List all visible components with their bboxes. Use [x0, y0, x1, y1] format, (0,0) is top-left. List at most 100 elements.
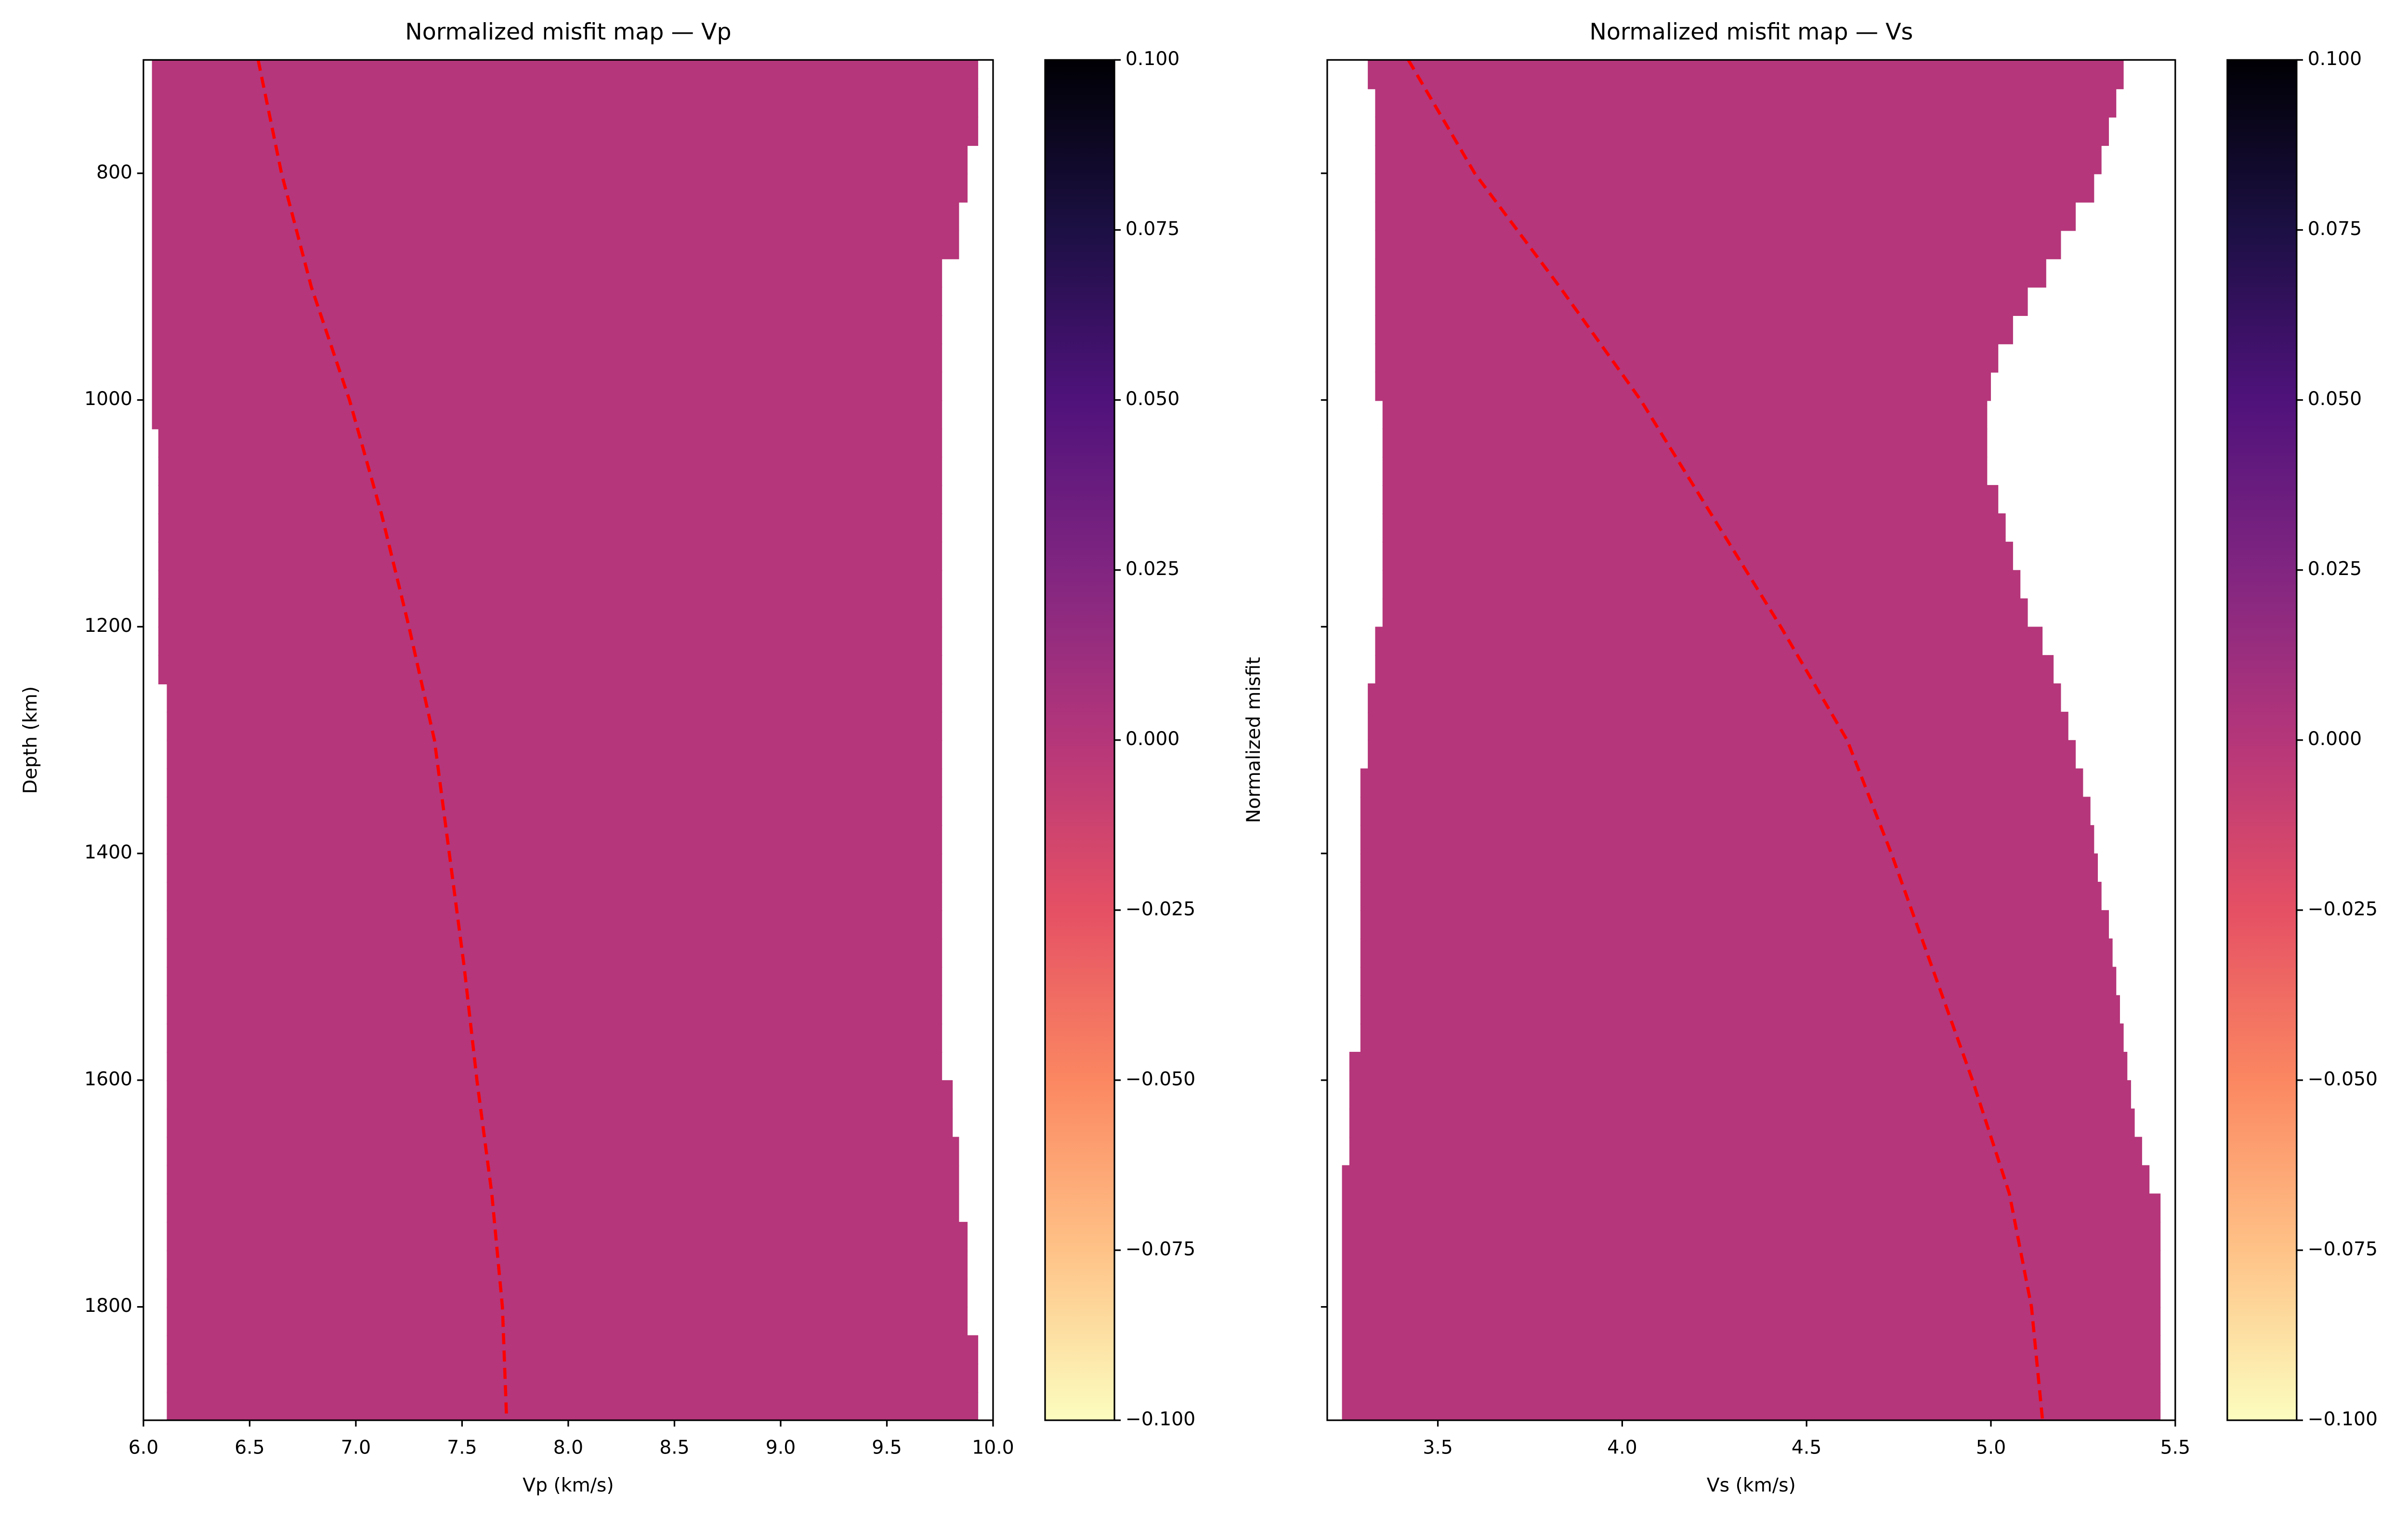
heatmap-cell	[167, 1193, 959, 1223]
colorbar-tick-label: 0.100	[2308, 48, 2362, 70]
heatmap-cell	[1375, 230, 2061, 260]
chart-title: Normalized misfit map — Vp	[405, 19, 731, 45]
heatmap-cell	[152, 117, 979, 146]
heatmap-cell	[167, 768, 942, 798]
x-axis-label: Vp (km/s)	[523, 1475, 614, 1496]
x-tick-label: 10.0	[972, 1437, 1014, 1458]
colorbar-tick-label: −0.050	[1125, 1068, 1195, 1090]
heatmap-cell	[1375, 201, 2076, 231]
heatmap-cell	[1368, 711, 2068, 741]
heatmap-cell	[1382, 485, 1999, 514]
heatmap-cell	[1349, 1108, 2135, 1138]
heatmap-cell	[158, 598, 942, 628]
heatmap-cell	[1342, 1392, 2161, 1421]
heatmap-cell	[1342, 1335, 2161, 1365]
heatmap-cell	[1368, 60, 2124, 90]
heatmap-cell	[1349, 1052, 2128, 1081]
heatmap-cell	[152, 287, 942, 316]
heatmap-cell	[152, 400, 942, 430]
heatmap-cell	[167, 683, 942, 713]
heatmap-cell	[1382, 570, 2021, 600]
x-tick-label: 9.5	[872, 1437, 902, 1458]
y-tick-label: 1600	[84, 1068, 132, 1090]
y-tick-label: 800	[96, 161, 132, 183]
colorbar-tick-label: −0.050	[2308, 1068, 2378, 1090]
heatmap-cell	[1360, 797, 2091, 826]
colorbar-tick-label: 0.100	[1125, 48, 1179, 70]
heatmap-cell	[152, 371, 942, 401]
heatmap-cell	[152, 258, 942, 288]
colorbar-tick-label: 0.050	[2308, 388, 2362, 410]
heatmap-cell	[167, 1363, 979, 1393]
heatmap-cell	[1375, 88, 2117, 118]
heatmap-cell	[167, 711, 942, 741]
heatmap	[1342, 60, 2161, 1421]
colorbar-label: Normalized misfit	[1243, 657, 1265, 823]
x-tick-label: 7.0	[341, 1437, 371, 1458]
x-tick-label: 7.5	[447, 1437, 477, 1458]
x-tick-label: 8.0	[553, 1437, 583, 1458]
heatmap-cell	[1375, 258, 2046, 288]
heatmap-cell	[1342, 1250, 2161, 1280]
colorbar-tick-label: 0.075	[2308, 218, 2362, 240]
y-tick-label: 1400	[84, 842, 132, 864]
y-axis-label: Depth (km)	[20, 686, 41, 794]
heatmap	[152, 60, 979, 1421]
x-tick-label: 5.0	[1976, 1437, 2006, 1458]
axes-frame	[1326, 59, 2176, 1421]
heatmap-cell	[1342, 1193, 2161, 1223]
heatmap-cell	[158, 627, 942, 656]
heatmap-cell	[167, 853, 942, 883]
x-tick-label: 6.5	[235, 1437, 264, 1458]
colorbar-tick-label: −0.075	[1125, 1238, 1195, 1260]
x-tick-label: 5.5	[2160, 1437, 2190, 1458]
colorbar	[2226, 59, 2298, 1421]
heatmap-cell	[1360, 853, 2098, 883]
x-tick-label: 9.0	[766, 1437, 796, 1458]
heatmap-cell	[152, 230, 959, 260]
heatmap-cell	[167, 1392, 979, 1421]
x-axis-label: Vs (km/s)	[1707, 1475, 1796, 1496]
colorbar-tick-label: −0.075	[2308, 1238, 2378, 1260]
reference-line	[256, 60, 509, 1421]
colorbar-tick-label: −0.100	[2308, 1409, 2378, 1430]
heatmap-cell	[1342, 1165, 2150, 1195]
heatmap-cell	[167, 1335, 979, 1365]
x-tick-label: 8.5	[659, 1437, 689, 1458]
heatmap-cell	[1349, 1137, 2142, 1166]
heatmap-cell	[1360, 995, 2120, 1025]
heatmap-cell	[152, 201, 959, 231]
heatmap-cell	[158, 541, 942, 571]
heatmap-cell	[1360, 967, 2117, 996]
heatmap-cell	[1382, 541, 2013, 571]
heatmap-cell	[167, 825, 942, 855]
heatmap-cell	[1368, 683, 2061, 713]
reference-line	[1407, 60, 2044, 1421]
heatmap-cell	[1360, 938, 2113, 968]
heatmap-cell	[152, 173, 968, 203]
heatmap-cell	[167, 1250, 968, 1280]
heatmap-cell	[1382, 598, 2028, 628]
y-tick-label: 1800	[84, 1295, 132, 1317]
heatmap-cell	[1360, 910, 2109, 940]
chart-title: Normalized misfit map — Vs	[1589, 19, 1913, 45]
heatmap-cell	[152, 60, 979, 90]
colorbar-tick-label: 0.000	[2308, 728, 2362, 750]
heatmap-cell	[167, 938, 942, 968]
x-tick-label: 6.0	[129, 1437, 158, 1458]
heatmap-cell	[152, 343, 942, 373]
heatmap-cell	[1375, 627, 2043, 656]
colorbar-tick-label: −0.025	[1125, 898, 1195, 920]
y-tick-label: 1200	[84, 615, 132, 637]
heatmap-cell	[1382, 400, 1988, 430]
colorbar-tick-label: −0.025	[2308, 898, 2378, 920]
heatmap-cell	[167, 1023, 942, 1053]
heatmap-cell	[152, 315, 942, 344]
heatmap-cell	[158, 428, 942, 458]
heatmap-cell	[167, 881, 942, 911]
heatmap-cell	[167, 1278, 968, 1308]
heatmap-cell	[167, 1137, 959, 1166]
heatmap-cell	[1375, 371, 1991, 401]
heatmap-cell	[167, 1222, 968, 1251]
